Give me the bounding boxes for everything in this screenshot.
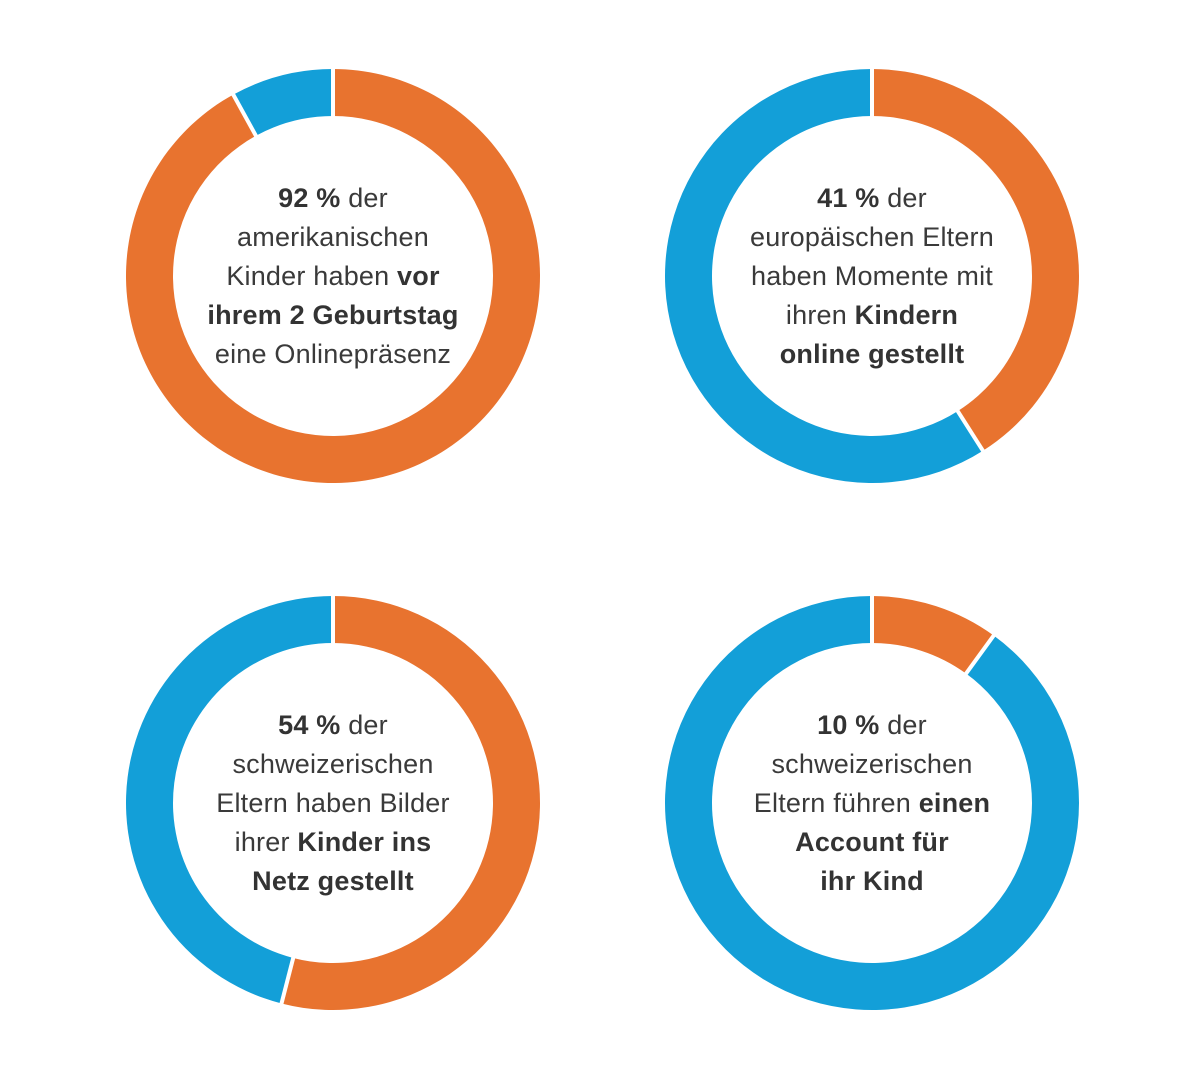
label-text: eine Onlinepräsenz	[214, 338, 452, 369]
label-line: Eltern führen einen	[754, 784, 990, 823]
label-text: Eltern haben Bilder	[216, 787, 450, 818]
donut-ring	[125, 67, 541, 483]
label-text: der	[879, 182, 927, 213]
label-text: europäischen Eltern	[750, 221, 994, 252]
highlighted-slice	[281, 596, 541, 1010]
slice-separator	[279, 955, 296, 1006]
label-line: online gestellt	[780, 335, 965, 374]
label-line: schweizerischen	[232, 745, 433, 784]
remainder-slice	[664, 69, 983, 483]
donut-chart-2: 41 % der europäischen Eltern haben Momente…	[662, 66, 1082, 486]
label-line: ihr Kind	[820, 862, 924, 901]
highlighted-slice	[872, 69, 1079, 451]
label-line: 92 % der	[278, 179, 388, 218]
donut-chart-3: 54 % der schweizerischen Eltern haben Bild…	[123, 593, 543, 1013]
remainder-slice	[233, 69, 333, 136]
label-line: schweizerischen	[771, 745, 972, 784]
donut-center-label: 54 % der schweizerischen Eltern haben Bild…	[183, 653, 483, 953]
label-text: amerikanischen	[237, 221, 429, 252]
label-line: Account für	[795, 823, 949, 862]
slice-separator	[230, 91, 259, 139]
label-text-bold: Kindern	[854, 299, 959, 330]
label-line: europäischen Eltern	[750, 218, 994, 257]
label-text-bold: 41 %	[817, 182, 880, 213]
label-text: Eltern führen	[753, 787, 919, 818]
label-text-bold: Account für	[795, 826, 949, 857]
label-line: eine Onlinepräsenz	[215, 335, 451, 374]
donut-ring	[664, 67, 1079, 483]
label-line: haben Momente mit	[751, 257, 993, 296]
label-text: der	[340, 709, 388, 740]
label-text-bold: einen	[918, 787, 991, 818]
label-text: der	[340, 182, 388, 213]
donut-chart-1: 92 % der amerikanischen Kinder haben vor ih…	[123, 66, 543, 486]
slice-separator	[963, 632, 997, 677]
label-line: amerikanischen	[237, 218, 429, 257]
label-text-bold: 10 %	[817, 709, 880, 740]
label-text-bold: vor	[397, 260, 440, 291]
donut-center-label: 41 % der europäischen Eltern haben Momente…	[722, 126, 1022, 426]
label-text-bold: Netz gestellt	[252, 865, 414, 896]
label-text-bold: ihr Kind	[820, 865, 924, 896]
label-text: ihren	[785, 299, 855, 330]
donut-center-label: 92 % der amerikanischen Kinder haben vor ih…	[183, 126, 483, 426]
label-text: Kinder haben	[226, 260, 398, 291]
label-text-bold: Kinder ins	[297, 826, 432, 857]
slice-separator	[954, 408, 986, 454]
donut-center-label: 10 % der schweizerischen Eltern führen ein…	[722, 653, 1022, 953]
label-text: schweizerischen	[232, 748, 434, 779]
label-line: ihrem 2 Geburtstag	[207, 296, 458, 335]
label-line: ihren Kindern	[786, 296, 958, 335]
label-line: Kinder haben vor	[226, 257, 439, 296]
label-text: schweizerischen	[771, 748, 973, 779]
highlighted-slice	[872, 596, 994, 674]
label-text-bold: 92 %	[278, 182, 341, 213]
label-line: Eltern haben Bilder	[216, 784, 449, 823]
donut-ring	[126, 594, 541, 1010]
label-text-bold: ihrem 2 Geburtstag	[207, 299, 459, 330]
donut-chart-4: 10 % der schweizerischen Eltern führen ein…	[662, 593, 1082, 1013]
label-line: 41 % der	[817, 179, 927, 218]
label-line: ihrer Kinder ins	[235, 823, 432, 862]
label-line: Netz gestellt	[252, 862, 414, 901]
label-text: der	[879, 709, 927, 740]
donut-ring	[665, 594, 1079, 1010]
label-line: 10 % der	[817, 706, 927, 745]
label-line: 54 % der	[278, 706, 388, 745]
remainder-slice	[126, 596, 333, 1004]
label-text-bold: 54 %	[278, 709, 341, 740]
label-text: haben Momente mit	[750, 260, 994, 291]
label-text: ihrer	[234, 826, 298, 857]
label-text-bold: online gestellt	[779, 338, 965, 369]
